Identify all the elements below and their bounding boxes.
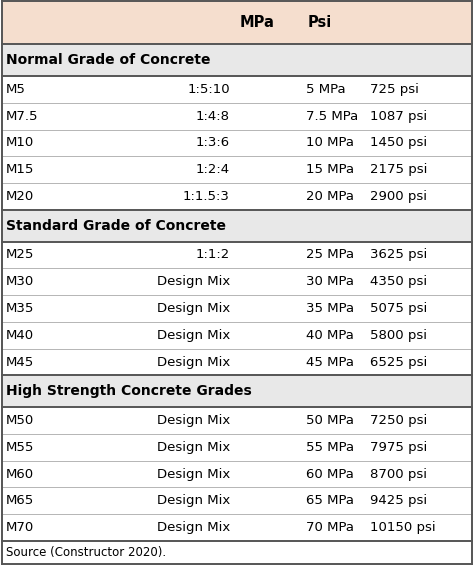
Bar — [2, 268, 472, 295]
Text: 3625 psi: 3625 psi — [370, 249, 427, 261]
Bar — [2, 434, 472, 461]
Bar — [2, 375, 472, 407]
Text: 10 MPa: 10 MPa — [306, 137, 354, 149]
Text: 55 MPa: 55 MPa — [306, 441, 354, 454]
Text: M45: M45 — [6, 356, 34, 368]
Text: 1:4:8: 1:4:8 — [196, 110, 230, 123]
Text: 725 psi: 725 psi — [370, 83, 419, 96]
Text: 65 MPa: 65 MPa — [306, 494, 354, 507]
Text: M70: M70 — [6, 521, 34, 534]
Text: Design Mix: Design Mix — [156, 356, 230, 368]
Text: 1087 psi: 1087 psi — [370, 110, 427, 123]
Text: 1:1.5:3: 1:1.5:3 — [183, 190, 230, 203]
Bar — [2, 514, 472, 541]
Bar — [2, 322, 472, 349]
Text: 6525 psi: 6525 psi — [370, 356, 427, 368]
Bar — [2, 156, 472, 183]
Text: M55: M55 — [6, 441, 34, 454]
Text: M30: M30 — [6, 275, 34, 288]
Text: 5075 psi: 5075 psi — [370, 302, 427, 315]
Text: 35 MPa: 35 MPa — [306, 302, 354, 315]
Text: M15: M15 — [6, 163, 34, 176]
Text: 1450 psi: 1450 psi — [370, 137, 427, 149]
Text: Source (Constructor 2020).: Source (Constructor 2020). — [6, 546, 166, 559]
Text: M60: M60 — [6, 468, 34, 480]
Text: 20 MPa: 20 MPa — [306, 190, 354, 203]
Text: 7.5 MPa: 7.5 MPa — [306, 110, 358, 123]
Text: Standard Grade of Concrete: Standard Grade of Concrete — [6, 219, 226, 233]
Bar — [2, 183, 472, 210]
Bar — [2, 130, 472, 156]
Text: 1:2:4: 1:2:4 — [196, 163, 230, 176]
Text: 5 MPa: 5 MPa — [306, 83, 346, 96]
Text: M10: M10 — [6, 137, 34, 149]
Text: M5: M5 — [6, 83, 26, 96]
Text: 30 MPa: 30 MPa — [306, 275, 354, 288]
Bar — [2, 1, 472, 44]
Bar — [2, 461, 472, 487]
Text: Design Mix: Design Mix — [156, 441, 230, 454]
Text: Design Mix: Design Mix — [156, 302, 230, 315]
Text: 10150 psi: 10150 psi — [370, 521, 435, 534]
Text: 1:3:6: 1:3:6 — [196, 137, 230, 149]
Bar — [2, 103, 472, 130]
Text: 1:5:10: 1:5:10 — [187, 83, 230, 96]
Text: 40 MPa: 40 MPa — [306, 329, 354, 342]
Text: 7250 psi: 7250 psi — [370, 414, 427, 427]
Bar — [2, 487, 472, 514]
Text: 5800 psi: 5800 psi — [370, 329, 427, 342]
Bar — [2, 407, 472, 434]
Text: 60 MPa: 60 MPa — [306, 468, 354, 480]
Text: MPa: MPa — [239, 15, 274, 30]
Text: M20: M20 — [6, 190, 34, 203]
Text: Design Mix: Design Mix — [156, 468, 230, 480]
Bar — [2, 295, 472, 322]
Text: 15 MPa: 15 MPa — [306, 163, 354, 176]
Text: 2175 psi: 2175 psi — [370, 163, 427, 176]
Bar — [2, 44, 472, 76]
Text: Normal Grade of Concrete: Normal Grade of Concrete — [6, 53, 210, 67]
Text: 9425 psi: 9425 psi — [370, 494, 427, 507]
Text: 1:1:2: 1:1:2 — [196, 249, 230, 261]
Text: M25: M25 — [6, 249, 34, 261]
Text: Design Mix: Design Mix — [156, 275, 230, 288]
Bar — [2, 76, 472, 103]
Text: Psi: Psi — [308, 15, 332, 30]
Bar — [2, 349, 472, 375]
Text: 70 MPa: 70 MPa — [306, 521, 354, 534]
Text: Design Mix: Design Mix — [156, 521, 230, 534]
Text: M65: M65 — [6, 494, 34, 507]
Text: Design Mix: Design Mix — [156, 494, 230, 507]
Text: M7.5: M7.5 — [6, 110, 38, 123]
Text: 8700 psi: 8700 psi — [370, 468, 427, 480]
Text: M35: M35 — [6, 302, 34, 315]
Bar — [2, 210, 472, 242]
Text: 45 MPa: 45 MPa — [306, 356, 354, 368]
Text: High Strength Concrete Grades: High Strength Concrete Grades — [6, 384, 251, 399]
Text: 50 MPa: 50 MPa — [306, 414, 354, 427]
Text: M50: M50 — [6, 414, 34, 427]
Text: 4350 psi: 4350 psi — [370, 275, 427, 288]
Text: M40: M40 — [6, 329, 34, 342]
Text: 7975 psi: 7975 psi — [370, 441, 427, 454]
Bar — [2, 541, 472, 564]
Text: 25 MPa: 25 MPa — [306, 249, 354, 261]
Text: 2900 psi: 2900 psi — [370, 190, 427, 203]
Text: Design Mix: Design Mix — [156, 329, 230, 342]
Bar — [2, 242, 472, 268]
Text: Design Mix: Design Mix — [156, 414, 230, 427]
